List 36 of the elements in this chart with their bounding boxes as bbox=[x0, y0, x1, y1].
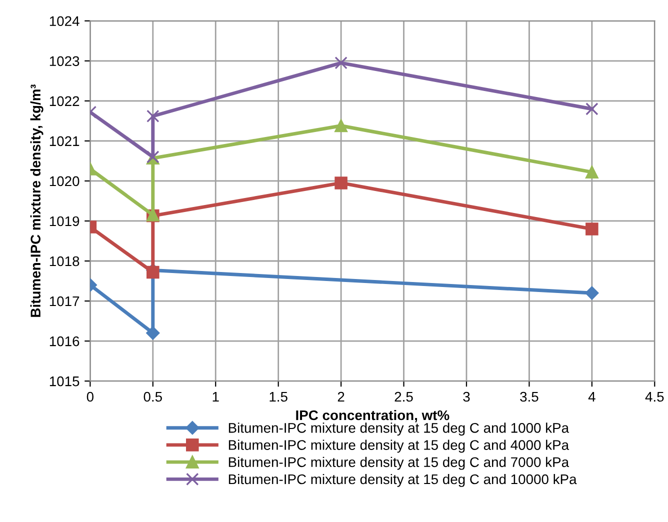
y-tick-label: 1023 bbox=[50, 56, 80, 66]
x-tick-label: 2.5 bbox=[394, 392, 413, 402]
point bbox=[585, 286, 599, 300]
y-tick-label: 1024 bbox=[50, 16, 80, 26]
x-tick-label: 1 bbox=[212, 392, 219, 402]
x-tick-label: 0.5 bbox=[144, 392, 162, 402]
x-tick-label: 3.5 bbox=[520, 392, 538, 402]
y-tick-label: 1022 bbox=[50, 96, 80, 106]
point bbox=[586, 222, 598, 236]
x-tick-label: 4 bbox=[588, 392, 596, 402]
y-tick-label: 1017 bbox=[50, 296, 80, 306]
x-tick-label: 4.5 bbox=[645, 392, 664, 402]
y-tick-label: 1016 bbox=[50, 336, 80, 346]
legend-label: Bitumen-IPC mixture density at 15 deg C and 7000 kPa bbox=[228, 456, 570, 470]
y-tick-label: 1019 bbox=[50, 216, 80, 226]
y-tick-label: 1021 bbox=[50, 136, 80, 146]
point bbox=[586, 166, 598, 179]
legend-label: Bitumen-IPC mixture density at 15 deg C and 10000 kPa bbox=[228, 474, 577, 487]
x-tick-label: 1.5 bbox=[270, 392, 288, 402]
y-tick-label: 1015 bbox=[50, 376, 80, 386]
x-tick-label: 0 bbox=[86, 392, 94, 402]
x-axis-title: IPC concentration, wt% bbox=[296, 410, 450, 422]
point bbox=[146, 110, 160, 123]
x-tick-label: 2 bbox=[338, 392, 344, 402]
point bbox=[334, 119, 348, 132]
point bbox=[146, 266, 160, 279]
y-tick-label: 1020 bbox=[50, 176, 80, 186]
legend-label: Bitumen-IPC mixture density at 15 deg C and 4000 kPa bbox=[228, 440, 570, 453]
point bbox=[334, 176, 348, 190]
y-axis-title: Bitumen-IPC mixture density, kg/m³ bbox=[30, 84, 44, 317]
point bbox=[334, 56, 348, 70]
point bbox=[146, 326, 160, 340]
point bbox=[586, 102, 598, 116]
legend-label: Bitumen-IPC mixture density at 15 deg C and 1000 kPa bbox=[228, 422, 570, 436]
y-tick-label: 1018 bbox=[50, 256, 80, 266]
x-tick-label: 3 bbox=[463, 392, 470, 402]
